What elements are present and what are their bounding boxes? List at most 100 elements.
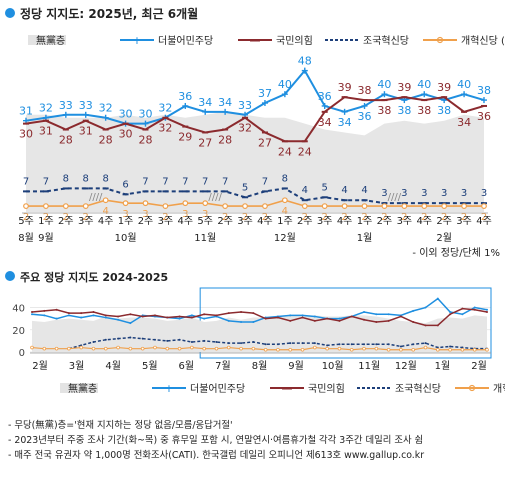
bottom-point-ppp [289,319,292,322]
data-label-ref: 3 [142,209,148,220]
data-label-dem: 36 [358,110,372,123]
bottom-month-tick-label: 2월 [32,360,48,372]
bottom-point-ref [411,347,416,352]
data-label-reb: 8 [83,173,89,184]
bottom-point-ppp [301,316,304,319]
bottom-point-ref [399,347,403,352]
bottom-point-dem [363,311,366,313]
legend-label-reb: 조국혁신당 [363,35,409,47]
month-tick-label: 12월 [274,232,296,244]
bottom-point-reb [313,342,316,345]
data-label-dem: 34 [198,96,212,109]
bottom-point-ref [239,346,243,351]
bottom-nonpartisan-area [32,315,487,352]
data-label-reb: 6 [122,179,128,190]
bottom-point-dem [178,317,181,320]
bottom-point-reb [326,344,329,347]
point-ref [361,203,368,210]
bottom-point-ref [165,346,170,351]
bottom-point-ppp [276,316,279,319]
bottom-point-dem [473,306,476,309]
data-label-reb: 7 [202,176,208,187]
data-label-ref: 2 [302,212,308,223]
nonpartisan-area [26,111,484,212]
bottom-legend: 無黨층 + 더불어민주당 — 국민의힘 조국혁신당 개혁신당 (%) [60,382,505,395]
bottom-point-dem [313,315,316,318]
data-label-ref: 2 [441,212,447,223]
bottom-month-tick-label: 7월 [215,360,231,372]
bottom-month-tick-label: 1월 [435,360,451,372]
week-tick-label: 1주 [357,216,373,227]
bottom-point-ref [226,345,231,350]
data-label-reb: 3 [401,188,407,199]
bottom-series-line-ref [31,346,487,351]
bottom-point-ppp [449,313,452,316]
data-label-reb: 4 [361,185,367,196]
bottom-point-dem [289,314,292,317]
week-tick-label: 5주 [18,216,34,227]
bottom-month-tick-label: 3월 [69,360,85,372]
series-line-dem [25,68,485,125]
bottom-point-reb [289,342,292,345]
data-label-ref: 4 [102,206,108,217]
data-label-ref: 2 [322,212,328,223]
data-label-ref: 2 [222,212,228,223]
data-label-reb: 5 [322,182,328,193]
data-label-ref: 2 [242,212,248,223]
data-label-ppp: 31 [79,125,93,138]
data-label-ppp: 38 [417,104,431,117]
top-footnote: - 이외 정당/단체 1% [412,247,500,259]
data-label-ppp: 28 [99,134,113,147]
axis-break-mark: //// [89,192,103,203]
bottom-point-ppp [424,324,427,327]
legend-marker-ref [468,384,476,392]
bottom-point-ref [190,345,194,350]
point-ref [182,200,189,207]
bottom-point-ppp [473,308,476,311]
data-label-reb: 8 [63,173,69,184]
data-label-reb: 3 [481,188,487,199]
data-label-ref: 3 [182,209,188,220]
y-tick-label: 40 [12,304,25,315]
bottom-point-dem [375,313,378,316]
bottom-point-reb [227,342,230,345]
bottom-point-ppp [436,324,439,327]
week-tick-label: 3주 [397,216,413,227]
bottom-point-dem [424,306,427,309]
data-label-reb: 3 [381,188,387,199]
legend-label-ref: 개혁신당 (%) [461,35,505,47]
legend-swatch-nonpartisan [60,383,98,393]
nonpartisan-area-shape [26,111,484,212]
bottom-point-ref [54,346,59,351]
bottom-point-reb [363,343,366,346]
bottom-point-ref [128,346,133,351]
point-ref [62,203,69,210]
bottom-point-ppp [399,315,402,318]
data-label-ppp: 32 [158,122,172,135]
data-label-ppp: 32 [238,122,252,135]
data-label-ref: 2 [63,212,69,223]
bottom-point-ref [263,347,268,352]
y-tick-label: 20 [12,326,25,337]
note-3: - 매주 전국 유권자 약 1,000명 전화조사(CATI). 한국갤럽 데일… [8,450,425,461]
point-ref [82,203,89,210]
legend-label-ref: 개혁신당 (%) [493,383,505,395]
bottom-point-ref [79,345,83,350]
bottom-point-reb [190,341,193,343]
data-label-reb: 4 [341,185,347,196]
data-label-ref: 2 [481,212,487,223]
point-ref [23,203,29,210]
notes: - 무당(無黨)층='현재 지지하는 정당 없음/모름/응답거절' - 2023… [8,418,503,463]
data-label-dem: 31 [19,105,33,118]
bottom-point-reb [92,341,95,343]
bottom-point-ppp [240,311,243,313]
data-label-ppp: 34 [318,116,332,129]
legend-label-dem: 더불어민주당 [158,35,213,47]
week-tick-label: 2주 [58,216,74,227]
bottom-point-ref [288,347,293,352]
data-label-ppp: 38 [358,84,372,97]
data-label-reb: 8 [102,173,108,184]
bottom-point-ref [67,346,71,351]
bottom-point-ref [386,347,391,352]
bottom-point-ppp [264,317,267,320]
